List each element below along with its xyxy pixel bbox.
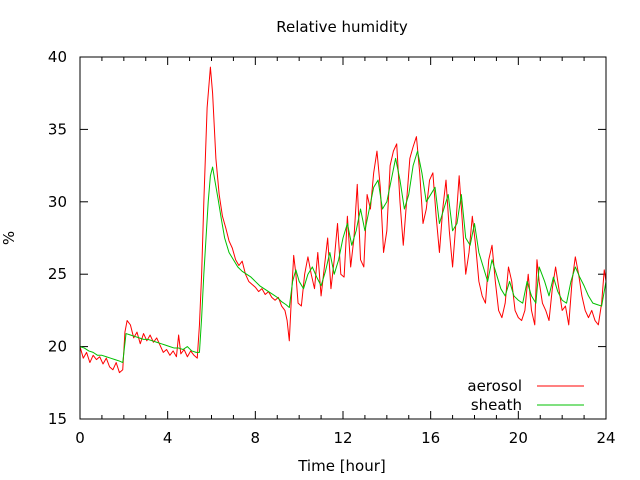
y-tick-label: 15 [48, 410, 67, 428]
y-axis-label: % [0, 231, 18, 245]
x-tick-label: 12 [333, 429, 352, 447]
x-tick-label: 0 [75, 429, 85, 447]
x-tick-label: 8 [251, 429, 261, 447]
plot-frame [79, 56, 607, 420]
y-tick-label: 40 [48, 48, 67, 66]
legend-label-aerosol: aerosol [467, 377, 522, 395]
y-tick-label: 25 [48, 265, 67, 283]
y-tick-label: 35 [48, 120, 67, 138]
series-layer [79, 66, 607, 374]
legend-label-sheath: sheath [471, 396, 522, 414]
series-line-aerosol [79, 66, 607, 374]
y-tick-label: 20 [48, 338, 67, 356]
x-tick-label: 24 [596, 429, 615, 447]
x-axis-label: Time [hour] [297, 457, 386, 475]
series-line-sheath [79, 150, 607, 364]
tick-labels: 0 4 8 12 16 20 24 15 20 25 30 35 40 [48, 48, 616, 447]
chart-title: Relative humidity [276, 18, 408, 36]
x-tick-label: 20 [509, 429, 528, 447]
x-tick-label: 4 [163, 429, 173, 447]
x-tick-label: 16 [421, 429, 440, 447]
y-tick-label: 30 [48, 193, 67, 211]
